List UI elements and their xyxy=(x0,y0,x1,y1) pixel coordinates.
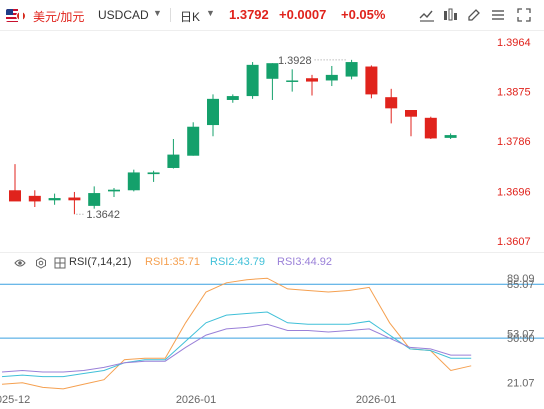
symbol-code[interactable]: USDCAD xyxy=(98,8,149,22)
date-axis-tick: 2026-01 xyxy=(356,394,396,406)
rsi-axis-tick: 53.07 xyxy=(507,328,535,340)
price-change: +0.0007 xyxy=(279,7,327,22)
low-price-label: 1.3642 xyxy=(86,209,120,221)
date-axis-tick: 2026-01 xyxy=(176,394,216,406)
rsi-axis-tick: 21.07 xyxy=(507,378,535,390)
symbol-name[interactable]: 美元/加元 xyxy=(33,10,85,24)
candle-body[interactable] xyxy=(385,97,398,109)
date-axis-tick: 2025-12 xyxy=(0,394,30,406)
candle-body[interactable] xyxy=(167,154,180,168)
candle-body[interactable] xyxy=(88,193,101,206)
toolbar-divider xyxy=(170,8,171,22)
rsi3-value: RSI3:44.92 xyxy=(277,256,333,268)
price-axis-tick: 1.3607 xyxy=(497,236,531,248)
expand-icon[interactable] xyxy=(516,8,532,22)
rsi1-line xyxy=(1,277,472,390)
rsi-indicator-name[interactable]: RSI(7,14,21) xyxy=(69,256,132,268)
price-axis-tick: 1.3696 xyxy=(497,186,531,198)
candle-body[interactable] xyxy=(147,172,160,175)
period-selector[interactable]: 日K xyxy=(180,10,201,24)
usd-cad-flag-icon xyxy=(6,9,26,22)
symbol-dropdown-icon[interactable]: ▼ xyxy=(153,8,162,18)
candle-body[interactable] xyxy=(28,195,41,202)
rsi-axis-tick: 50.00 xyxy=(507,333,535,345)
rsi3-line xyxy=(1,323,472,373)
candle-body[interactable] xyxy=(108,189,120,192)
candle-body[interactable] xyxy=(266,63,279,79)
pencil-icon[interactable] xyxy=(466,8,482,22)
rsi-axis-tick: 89.09 xyxy=(507,273,535,285)
candle-body[interactable] xyxy=(286,80,299,82)
price-axis-tick: 1.3875 xyxy=(497,87,531,99)
candle-body[interactable] xyxy=(306,78,318,82)
rsi-axis-tick: 85.07 xyxy=(507,279,535,291)
candle-body[interactable] xyxy=(127,172,140,191)
menu-icon[interactable] xyxy=(490,8,506,22)
candle-body[interactable] xyxy=(246,64,259,97)
price-axis-tick: 1.3786 xyxy=(497,136,531,148)
candle-body[interactable] xyxy=(48,198,61,201)
line-chart-icon[interactable] xyxy=(419,8,435,22)
price-axis-tick: 1.3964 xyxy=(497,37,531,49)
candle-body[interactable] xyxy=(405,110,417,117)
candle-body[interactable] xyxy=(345,62,358,77)
candle-body[interactable] xyxy=(325,74,338,81)
indicator-panel-icon[interactable] xyxy=(54,257,66,269)
candle-body[interactable] xyxy=(68,197,81,201)
chart-toolbar: 美元/加元 USDCAD ▼ 日K ▼ 1.3792 +0.0007 +0.05… xyxy=(0,0,544,30)
candle-body[interactable] xyxy=(9,190,21,202)
candle-body[interactable] xyxy=(444,135,457,138)
candle-body[interactable] xyxy=(424,117,437,139)
rsi1-value: RSI1:35.71 xyxy=(145,256,201,268)
candle-body[interactable] xyxy=(207,98,219,126)
price-change-percent: +0.05% xyxy=(341,7,386,22)
indicator-settings-icon[interactable] xyxy=(35,257,47,269)
rsi2-line xyxy=(1,311,472,378)
bar-settings-icon[interactable] xyxy=(442,8,458,22)
high-price-label: 1.3928 xyxy=(278,55,312,67)
rsi2-value: RSI2:43.79 xyxy=(210,256,266,268)
eye-icon[interactable] xyxy=(14,257,26,269)
candle-body[interactable] xyxy=(187,126,200,156)
last-price: 1.3792 xyxy=(229,7,269,22)
candle-body[interactable] xyxy=(226,96,239,100)
period-dropdown-icon[interactable]: ▼ xyxy=(206,8,215,18)
candle-body[interactable] xyxy=(365,66,378,95)
